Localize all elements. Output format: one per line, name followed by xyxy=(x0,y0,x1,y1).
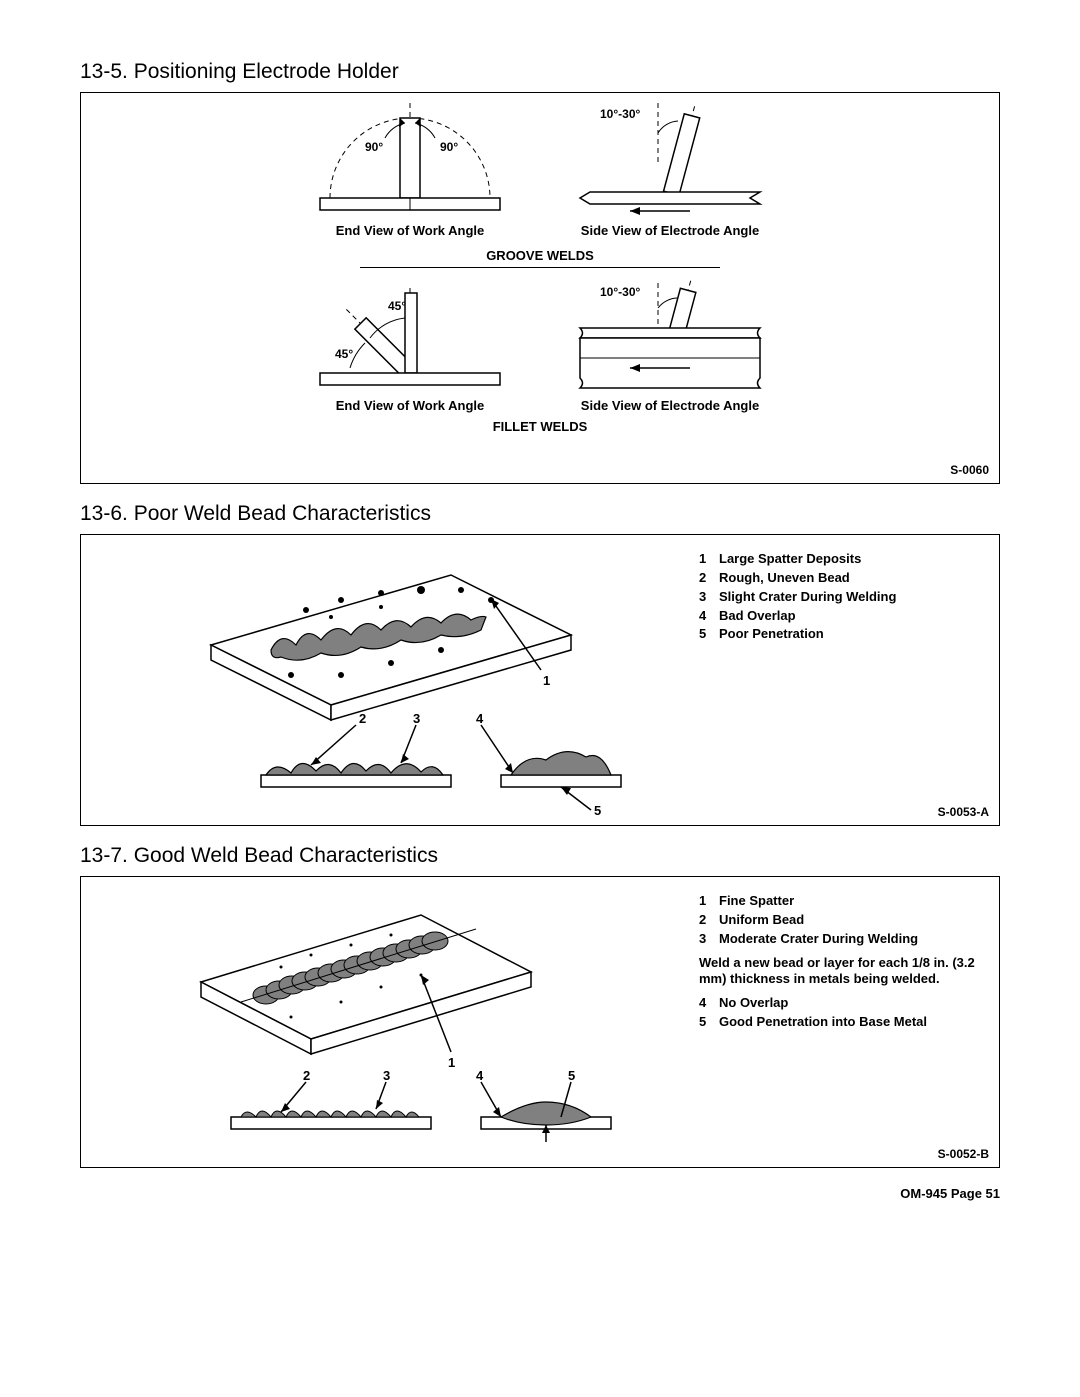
weld-note: Weld a new bead or layer for each 1/8 in… xyxy=(699,955,979,989)
groove-end-caption: End View of Work Angle xyxy=(310,223,510,238)
groove-side-caption: Side View of Electrode Angle xyxy=(570,223,770,238)
groove-end-view-svg: 90° 90° xyxy=(310,103,510,223)
fig-code-136: S-0053-A xyxy=(938,805,989,819)
callout-4: 4 xyxy=(476,711,484,726)
callout-4b: 4 xyxy=(476,1068,484,1083)
section-135-title: 13-5. Positioning Electrode Holder xyxy=(80,60,1000,84)
section-137-title: 13-7. Good Weld Bead Characteristics xyxy=(80,844,1000,868)
legend-136: 1Large Spatter Deposits 2Rough, Uneven B… xyxy=(699,550,979,644)
fillet-welds-label: FILLET WELDS xyxy=(81,419,999,434)
page: 13-5. Positioning Electrode Holder 90° 9… xyxy=(0,0,1080,1241)
angle-10-30-b: 10°-30° xyxy=(600,285,640,299)
callout-5: 5 xyxy=(594,803,601,815)
callout-1: 1 xyxy=(543,673,550,688)
angle-90-left: 90° xyxy=(365,140,383,154)
fillet-end-view-svg: 45° 45° xyxy=(310,278,510,398)
angle-45-b: 45° xyxy=(335,347,353,361)
figure-137: 1 2 3 4 5 1Fine Spatter 2Uniform Bead 3M… xyxy=(80,876,1000,1168)
fig-code-135: S-0060 xyxy=(950,463,989,477)
figure-135: 90° 90° End View of Work Angle 10°-30° xyxy=(80,92,1000,484)
legend-137: 1Fine Spatter 2Uniform Bead 3Moderate Cr… xyxy=(699,892,979,1032)
poor-bead-svg: 1 2 3 4 5 xyxy=(81,535,641,815)
callout-2: 2 xyxy=(359,711,366,726)
figure-136: 1 2 3 4 5 1Large Spatter Deposits 2Rough… xyxy=(80,534,1000,826)
good-bead-svg: 1 2 3 4 5 xyxy=(81,877,641,1157)
callout-3: 3 xyxy=(413,711,420,726)
fillet-side-view-svg: 10°-30° xyxy=(570,278,770,398)
fig-code-137: S-0052-B xyxy=(938,1147,989,1161)
angle-45-a: 45° xyxy=(388,299,406,313)
groove-welds-label: GROOVE WELDS xyxy=(81,248,999,263)
groove-side-view-svg: 10°-30° xyxy=(570,103,770,223)
callout-1b: 1 xyxy=(448,1055,455,1070)
fillet-end-caption: End View of Work Angle xyxy=(310,398,510,413)
callout-5b: 5 xyxy=(568,1068,575,1083)
fillet-side-caption: Side View of Electrode Angle xyxy=(570,398,770,413)
angle-10-30-a: 10°-30° xyxy=(600,107,640,121)
section-136-title: 13-6. Poor Weld Bead Characteristics xyxy=(80,502,1000,526)
callout-2b: 2 xyxy=(303,1068,310,1083)
callout-3b: 3 xyxy=(383,1068,390,1083)
page-footer: OM-945 Page 51 xyxy=(80,1186,1000,1201)
angle-90-right: 90° xyxy=(440,140,458,154)
